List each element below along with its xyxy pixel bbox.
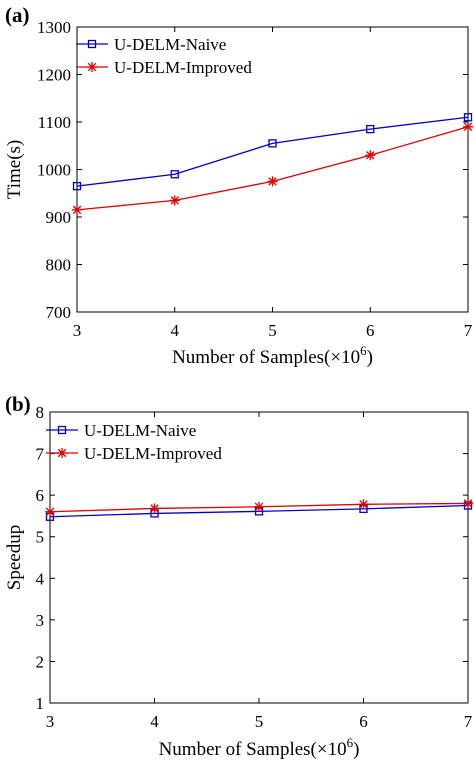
legend-label: U-DELM-Improved <box>84 444 222 463</box>
y-tick-label: 1 <box>36 694 45 713</box>
data-point <box>366 124 375 134</box>
x-tick-label: 6 <box>366 321 375 340</box>
y-tick-label: 700 <box>46 303 72 322</box>
x-tick-label: 4 <box>150 712 159 731</box>
y-tick-label: 8 <box>36 403 45 422</box>
x-tick-label: 5 <box>268 321 277 340</box>
y-tick-label: 1300 <box>37 18 71 37</box>
panel-label: (b) <box>5 392 31 416</box>
y-tick-label: 4 <box>36 569 45 588</box>
data-point <box>149 503 160 514</box>
x-tick-label: 7 <box>464 712 473 731</box>
legend-label: U-DELM-Naive <box>84 421 196 440</box>
chart-panel-b: (b) 3 4 5 6 7 1 2 3 4 5 6 7 8 Number of Samples(×106) S… <box>4 392 473 760</box>
data-point <box>358 499 369 510</box>
data-point <box>72 204 82 215</box>
data-point <box>267 176 278 187</box>
legend-marker <box>57 425 67 435</box>
series-u-delm-naive <box>72 113 473 191</box>
data-point <box>463 121 473 132</box>
y-tick-label: 5 <box>36 528 45 547</box>
legend-label: U-DELM-Improved <box>114 58 252 77</box>
data-point <box>170 170 179 179</box>
y-tick-label: 1000 <box>37 161 71 180</box>
y-tick-label: 800 <box>46 256 72 275</box>
y-axis-label: Speedup <box>4 525 25 590</box>
legend-label: U-DELM-Naive <box>114 35 226 54</box>
legend-entry: U-DELM-Improved <box>46 444 222 463</box>
legend: U-DELM-Naive U-DELM-Improved <box>46 421 222 463</box>
data-point <box>365 150 376 161</box>
series-line <box>76 126 469 211</box>
series-line <box>76 116 469 187</box>
data-point <box>169 195 180 206</box>
x-tick-label: 5 <box>255 712 264 731</box>
x-tick-label: 3 <box>73 321 82 340</box>
data-point <box>463 498 473 509</box>
legend-entry: U-DELM-Naive <box>46 421 196 440</box>
y-axis-label: Time(s) <box>4 140 25 199</box>
panel-label: (a) <box>5 3 30 27</box>
y-tick-label: 7 <box>36 445 45 464</box>
legend-marker <box>57 448 67 458</box>
x-tick-label: 7 <box>464 321 473 340</box>
y-tick-label: 3 <box>36 611 45 630</box>
data-point <box>254 501 264 512</box>
data-point <box>72 181 82 191</box>
y-tick-label: 2 <box>36 652 45 671</box>
x-tick-label: 6 <box>359 712 368 731</box>
legend-marker <box>87 39 97 49</box>
legend-marker <box>87 62 97 72</box>
y-tick-label: 1200 <box>37 66 71 85</box>
data-point <box>45 506 55 517</box>
y-tick-label: 900 <box>46 208 72 227</box>
x-axis-label: Number of Samples(×106) <box>172 343 373 368</box>
y-tick-label: 6 <box>36 486 45 505</box>
series-u-delm-improved <box>45 498 473 517</box>
data-point <box>268 139 277 148</box>
y-tick-label: 1100 <box>38 113 71 132</box>
series-u-delm-improved <box>72 121 473 215</box>
chart-panel-a: (a) 3 4 5 6 7 700 800 900 1000 1100 1200 1300 Number … <box>4 3 473 368</box>
legend-entry: U-DELM-Improved <box>76 58 252 77</box>
legend: U-DELM-Naive U-DELM-Improved <box>76 35 252 77</box>
x-axis-label: Number of Samples(×106) <box>159 735 360 760</box>
x-tick-label: 3 <box>46 712 55 731</box>
legend-entry: U-DELM-Naive <box>76 35 226 54</box>
x-tick-label: 4 <box>171 321 180 340</box>
data-point <box>463 113 473 122</box>
